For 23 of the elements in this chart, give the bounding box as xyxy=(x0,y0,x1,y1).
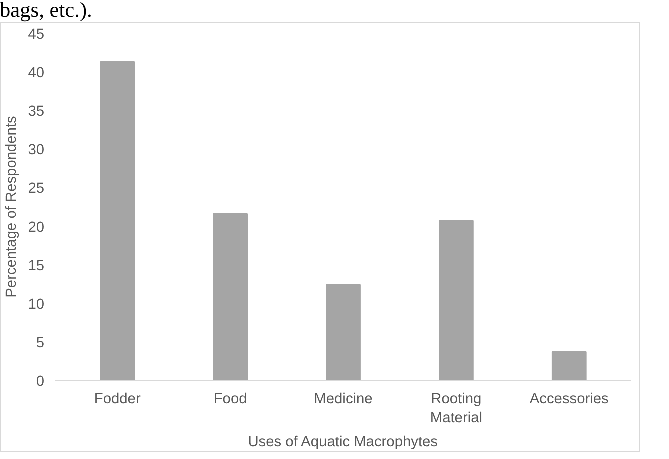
x-tick-label: Rooting Material xyxy=(430,392,483,427)
bar xyxy=(439,220,474,380)
x-tick-label: Medicine xyxy=(314,392,373,408)
y-tick-label: 25 xyxy=(28,181,45,198)
y-axis-title: Percentage of Respondents xyxy=(4,116,20,298)
x-axis-title: Uses of Aquatic Macrophytes xyxy=(248,434,438,451)
x-tick-label: Fodder xyxy=(94,392,141,408)
bar xyxy=(552,351,587,380)
bar xyxy=(213,213,248,380)
bar xyxy=(326,284,361,380)
y-tick-label: 45 xyxy=(28,27,45,43)
y-tick-label: 40 xyxy=(28,66,45,82)
y-tick-label: 10 xyxy=(28,296,45,313)
x-tick-label: Accessories xyxy=(530,392,609,408)
y-tick-label: 20 xyxy=(28,220,45,236)
y-tick-label: 5 xyxy=(36,335,45,352)
y-tick-label: 35 xyxy=(28,104,45,120)
y-tick-label: 30 xyxy=(28,142,45,159)
y-tick-label: 15 xyxy=(28,258,45,274)
y-tick-label: 0 xyxy=(36,374,45,390)
text: bags, etc.). xyxy=(0,0,92,22)
bar xyxy=(100,62,136,380)
x-tick-label: Food xyxy=(214,392,248,408)
